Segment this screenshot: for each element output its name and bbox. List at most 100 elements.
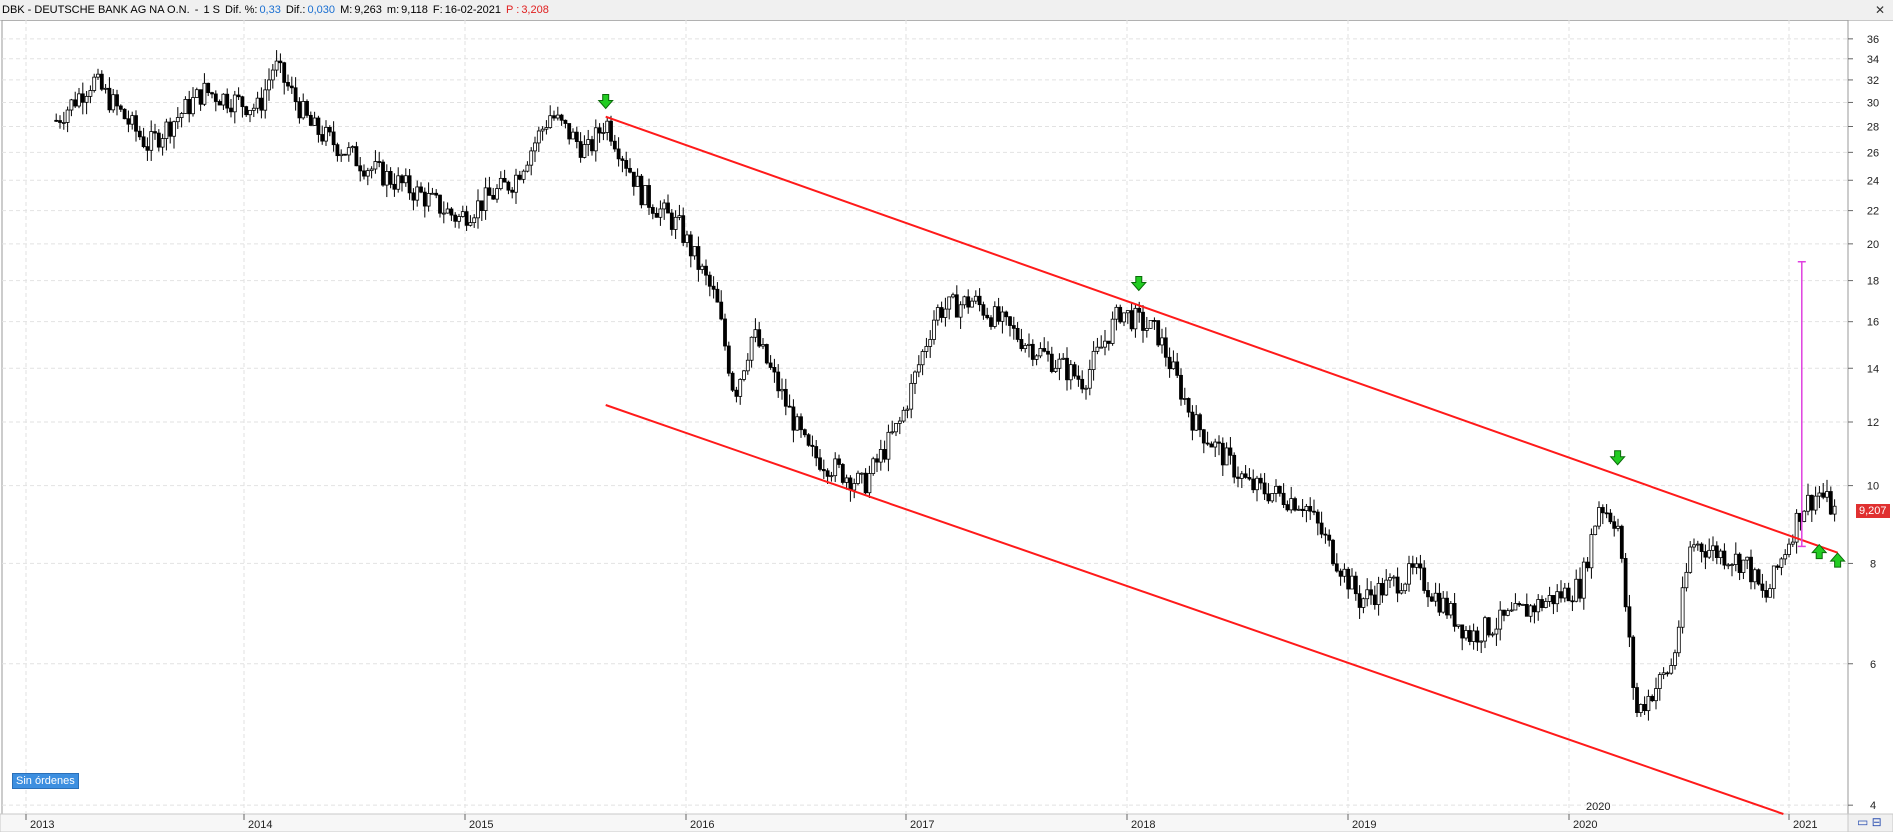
candle-body [738,379,743,397]
candle-body [316,117,321,135]
candle-body [1760,583,1765,591]
candle-body [213,93,218,102]
candle-body [616,148,621,160]
candle-body [80,93,85,103]
candle-body [1771,565,1776,590]
candle-body [1141,311,1145,331]
candle-body [1407,563,1411,585]
orders-status-badge[interactable]: Sin órdenes [12,773,79,789]
candle-body [1217,441,1221,444]
x-axis-band [0,813,1849,832]
y-tick-label: 6 [1870,659,1876,671]
candle-body [597,127,602,134]
candle-body [897,420,902,424]
instrument-name: DBK - DEUTSCHE BANK AG NA O.N. [2,4,190,16]
candle-body [1555,591,1560,605]
x-tick-label: 2020 [1573,819,1597,831]
candle-body [601,132,606,134]
candle-body [1494,628,1499,635]
candle-body [1627,606,1632,638]
candle-body [426,193,431,207]
candle-body [1665,672,1670,675]
candle-body [103,87,108,90]
candle-body [187,99,192,115]
interval-label[interactable]: 1 S [203,4,220,16]
candle-body [1293,498,1297,511]
candle-body [362,170,366,177]
candle-body [1228,447,1233,456]
x-tick-label: 2014 [248,819,272,831]
candle-body [962,296,967,306]
candle-body [210,92,214,95]
candle-body [1635,687,1639,713]
candle-body [1524,604,1529,617]
candle-body [1783,554,1788,560]
candle-body [787,405,792,408]
candle-body [289,85,294,89]
candle-body [1509,609,1514,612]
candle-body [1483,617,1487,642]
candle-body [837,458,841,465]
y-tick-label: 16 [1867,317,1879,329]
close-icon[interactable]: ✕ [1874,3,1885,17]
candle-body [1376,583,1381,606]
price-chart[interactable]: 4 6 8 10 12 14 16 18 20 22 24 26 28 30 32 34 36 2013 2014 2… [0,20,1893,832]
candle-body [1452,603,1457,627]
candle-body [829,475,834,478]
candle-body [1353,575,1358,595]
candle-body [1209,443,1214,448]
candle-body [1403,583,1408,592]
x-tick-label: 2017 [910,819,934,831]
candle-body [913,371,917,384]
candle-body [1357,593,1362,608]
candle-body [875,458,879,463]
candle-body [666,202,670,214]
candle-body [1015,327,1020,340]
candle-body [643,185,648,206]
candle-body [1331,539,1335,565]
candle-body [1779,558,1784,568]
candle-body [1266,493,1271,502]
candle-body [768,362,773,368]
candle-body [377,161,382,163]
candle-body [400,175,404,184]
candle-body [1559,591,1563,599]
candle-body [711,285,716,290]
candle-body [1342,568,1347,577]
candle-body [890,431,895,434]
candle-body [685,234,689,243]
candle-body [183,99,188,114]
candle-body [1661,672,1666,676]
candle-body [506,181,511,191]
candle-body [871,458,876,474]
candle-body [293,87,298,103]
candle-body [77,93,81,107]
candle-body [1239,473,1244,479]
candle-body [1707,549,1712,558]
candle-body [1361,598,1366,608]
candle-body [1631,636,1636,688]
candle-body [259,97,264,111]
candle-body [1593,525,1598,536]
candle-body [704,265,708,276]
candle-body [392,183,397,190]
candle-body [939,307,944,318]
candle-body [631,171,636,187]
y-tick-label: 36 [1867,34,1879,46]
candle-body [951,294,955,298]
candle-body [1327,534,1332,541]
candle-body [833,458,838,477]
candle-body [552,115,556,119]
x-tick-label: 2021 [1793,819,1817,831]
candle-body [263,89,268,111]
candle-body [517,174,522,180]
candle-body [650,207,655,214]
candle-body [358,165,363,172]
dif-pct-label: Dif. %: [225,4,258,16]
chart-tool-icons[interactable]: ▭ ⊟ [1857,815,1882,829]
candle-body [920,351,925,366]
candle-body [381,161,385,186]
candle-body [593,127,598,152]
candle-body [1638,704,1643,713]
candle-body [1247,477,1252,480]
